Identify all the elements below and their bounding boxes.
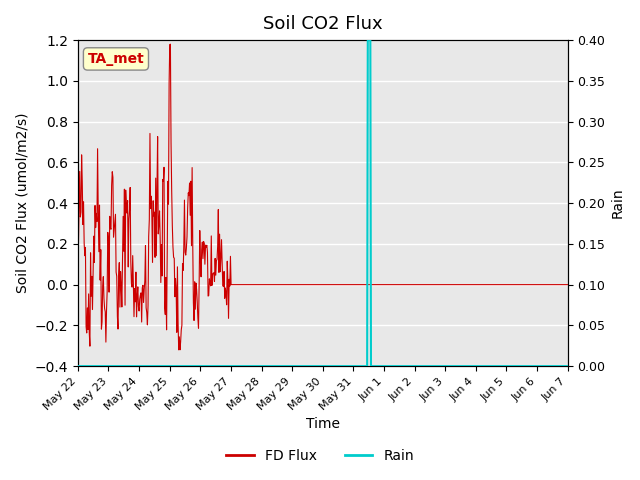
Text: TA_met: TA_met <box>88 52 145 66</box>
Y-axis label: Rain: Rain <box>611 188 625 218</box>
Legend: FD Flux, Rain: FD Flux, Rain <box>220 443 420 468</box>
Title: Soil CO2 Flux: Soil CO2 Flux <box>263 15 383 33</box>
X-axis label: Time: Time <box>306 418 340 432</box>
Y-axis label: Soil CO2 Flux (umol/m2/s): Soil CO2 Flux (umol/m2/s) <box>15 113 29 293</box>
